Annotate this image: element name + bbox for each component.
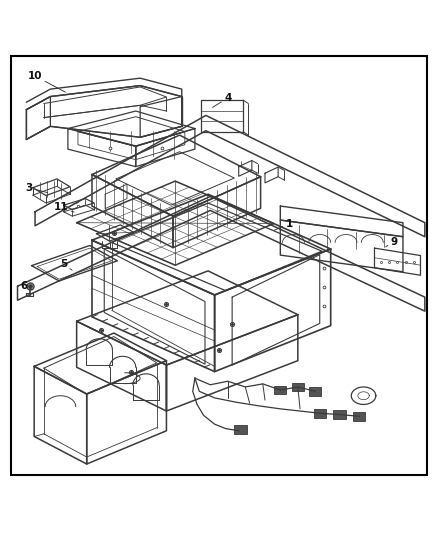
Bar	[309, 387, 321, 395]
Text: 1: 1	[274, 219, 293, 230]
Bar	[234, 425, 247, 434]
Text: 9: 9	[386, 237, 398, 247]
Text: 6: 6	[21, 281, 32, 291]
Text: 10: 10	[28, 71, 65, 92]
Bar	[292, 383, 304, 391]
Text: 5: 5	[60, 260, 72, 270]
Bar	[314, 409, 326, 418]
Text: 11: 11	[54, 203, 74, 212]
Bar	[353, 412, 365, 421]
Text: 3: 3	[25, 183, 48, 192]
Bar	[333, 410, 346, 419]
Text: 4: 4	[212, 93, 231, 107]
Bar	[274, 386, 286, 394]
